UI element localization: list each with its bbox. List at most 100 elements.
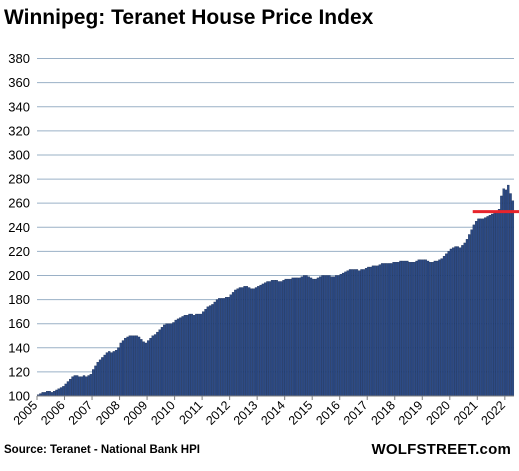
bar — [461, 245, 464, 397]
y-tick-label: 320 — [8, 123, 30, 138]
bar — [188, 313, 191, 397]
bar — [75, 375, 79, 397]
x-tick-label: 2008 — [93, 398, 123, 428]
bar — [268, 281, 271, 397]
bar — [128, 335, 132, 397]
bar — [392, 262, 395, 397]
bar — [192, 315, 196, 397]
bar — [477, 218, 480, 397]
chart-title: Winnipeg: Teranet House Price Index — [4, 6, 374, 29]
bar — [151, 335, 154, 397]
bar — [236, 288, 239, 397]
bar — [337, 275, 340, 397]
bar — [199, 313, 203, 397]
brand-watermark: WOLFSTREET.com — [371, 441, 511, 458]
y-tick-label: 300 — [8, 147, 30, 162]
bar — [126, 336, 129, 397]
bar — [436, 260, 439, 397]
bar — [470, 229, 473, 397]
bar — [55, 389, 58, 397]
x-tick-label: 2007 — [66, 398, 96, 428]
bar — [321, 275, 324, 397]
bar — [270, 280, 274, 397]
bar — [360, 269, 363, 397]
bar — [353, 269, 356, 397]
bar — [413, 262, 416, 397]
bar — [447, 251, 450, 397]
bar — [362, 269, 365, 397]
bar — [456, 246, 459, 397]
bar — [394, 262, 398, 397]
bar — [169, 323, 173, 397]
bar — [250, 288, 253, 397]
bar — [174, 319, 177, 397]
y-tick-label: 120 — [8, 364, 30, 379]
x-tick-label: 2006 — [38, 398, 68, 428]
bar — [307, 276, 310, 397]
bar-series — [36, 184, 515, 397]
bar — [167, 323, 171, 397]
bar — [259, 284, 262, 397]
bar — [289, 278, 292, 397]
bar — [479, 218, 482, 397]
x-tick-label: 2016 — [313, 398, 343, 428]
bar — [62, 386, 65, 397]
bar — [507, 184, 510, 397]
bar — [374, 265, 377, 397]
bar — [43, 392, 47, 397]
bar — [323, 275, 326, 397]
bar — [401, 260, 404, 397]
y-tick-label: 200 — [8, 268, 30, 283]
bar — [491, 213, 494, 397]
bar — [133, 335, 136, 397]
bar — [458, 247, 462, 397]
bar — [85, 376, 88, 397]
bar — [403, 260, 407, 397]
bar — [438, 259, 441, 397]
bar — [195, 313, 198, 397]
bar — [500, 195, 503, 397]
bar — [509, 193, 512, 397]
y-tick-label: 380 — [8, 51, 30, 66]
bar — [121, 340, 125, 397]
bar — [112, 351, 115, 397]
bar — [385, 263, 388, 397]
bar — [229, 294, 232, 397]
bar — [94, 365, 97, 397]
bar — [147, 340, 150, 397]
bar — [511, 200, 515, 397]
bar — [486, 216, 489, 397]
bar — [484, 217, 487, 397]
y-tick-label: 280 — [8, 172, 30, 187]
y-tick-label: 140 — [8, 340, 30, 355]
bar — [424, 259, 427, 397]
bar — [431, 262, 434, 397]
x-tick-label: 2011 — [176, 398, 205, 427]
bar — [225, 297, 228, 397]
bar — [277, 281, 281, 397]
bar — [186, 315, 189, 397]
bar — [202, 311, 205, 397]
bar — [124, 337, 127, 397]
bar — [346, 270, 349, 397]
bar — [156, 331, 159, 397]
x-tick-label: 2014 — [258, 398, 288, 428]
bar — [390, 263, 393, 397]
bar — [442, 256, 446, 397]
bar — [309, 277, 313, 397]
bar — [497, 209, 501, 397]
bar — [312, 278, 315, 397]
y-tick-label: 220 — [8, 244, 30, 259]
bar — [463, 242, 466, 397]
bar — [231, 292, 235, 397]
bar — [257, 286, 260, 397]
bar — [474, 221, 478, 397]
bar — [410, 262, 414, 397]
bar — [369, 266, 372, 397]
bar — [238, 287, 242, 397]
bar — [119, 342, 122, 397]
bar — [266, 281, 269, 397]
bar — [215, 299, 219, 397]
bar — [245, 286, 249, 397]
